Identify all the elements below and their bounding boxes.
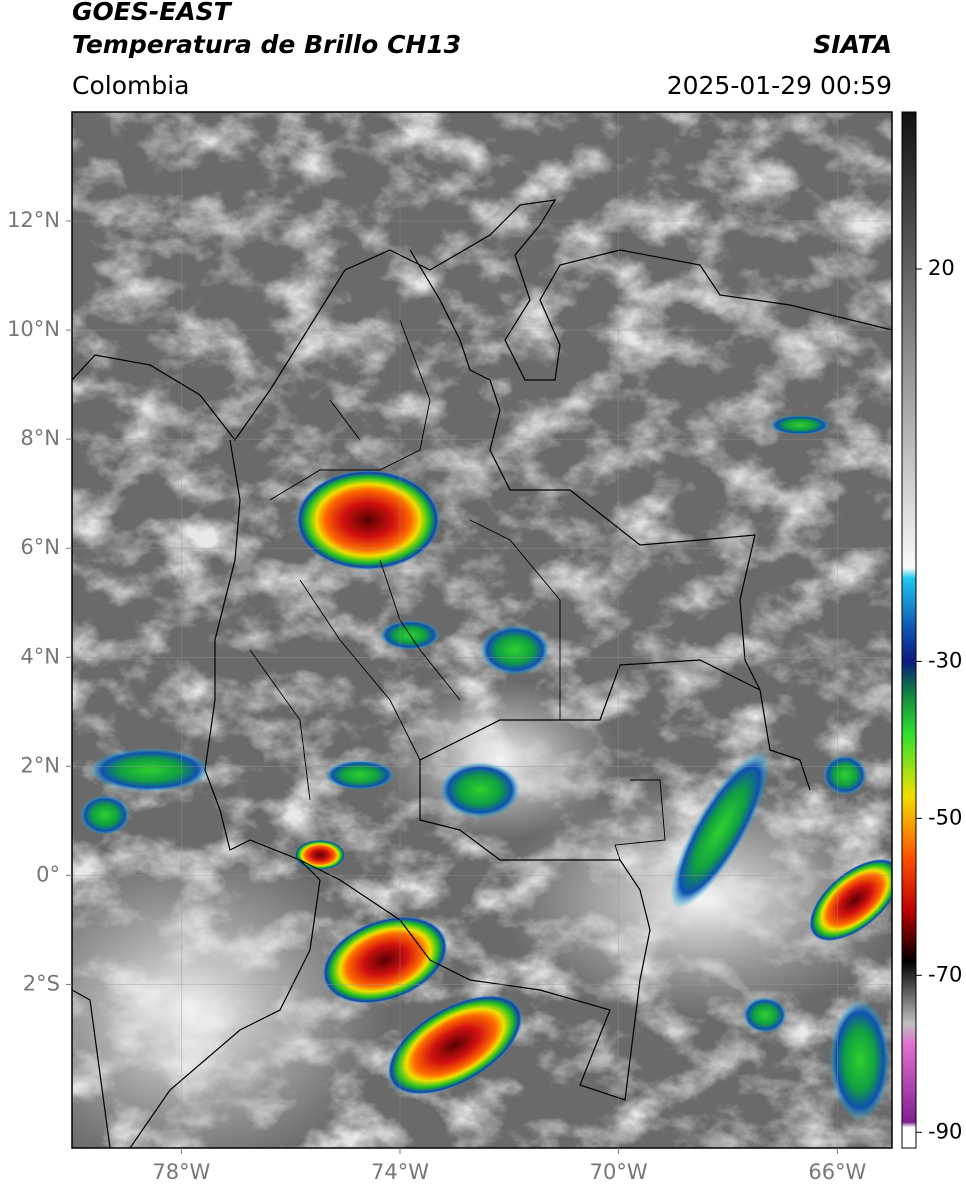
cell <box>80 795 130 835</box>
cloud <box>380 680 620 840</box>
coastline <box>72 439 321 1148</box>
x-tick-label: 78°W <box>152 1160 210 1184</box>
x-tick-label: 66°W <box>808 1160 866 1184</box>
y-tick-label: 10°N <box>7 317 60 341</box>
y-tick-label: 0° <box>36 862 60 886</box>
cell <box>823 755 867 795</box>
y-tick-label: 8°N <box>20 426 60 450</box>
colorbar-tick-label: 20 <box>928 256 955 280</box>
storm <box>295 840 345 870</box>
title: GOES-EAST <box>72 0 233 26</box>
y-tick-label: 4°N <box>20 644 60 668</box>
satellite-image <box>72 112 892 1148</box>
coastline <box>72 199 892 442</box>
y-tick-label: 12°N <box>7 208 60 232</box>
cloud <box>72 840 390 1148</box>
y-tick-label: 2°N <box>20 753 60 777</box>
datetime: 2025-01-29 00:59 <box>667 71 892 100</box>
national-border <box>299 249 811 1101</box>
storm <box>322 916 448 1004</box>
x-tick-label: 70°W <box>590 1160 648 1184</box>
cell <box>670 751 770 909</box>
x-tick-label: 74°W <box>371 1160 429 1184</box>
storm <box>809 858 892 942</box>
cell <box>440 762 520 818</box>
colorbar <box>901 111 917 1149</box>
source: SIATA <box>813 30 892 59</box>
colorbar-tick-label: -50 <box>928 805 962 829</box>
region: Colombia <box>72 71 189 100</box>
grid <box>72 112 892 1148</box>
y-tick-label: 2°S <box>23 971 60 995</box>
y-tick-label: 6°N <box>20 535 60 559</box>
department-border <box>249 319 666 861</box>
cell <box>830 1000 890 1120</box>
cell <box>480 625 550 675</box>
colorbar-tick-label: -90 <box>928 1119 962 1143</box>
colorbar-tick-label: -70 <box>928 962 962 986</box>
cell <box>743 997 787 1033</box>
cell <box>770 415 830 435</box>
storm <box>387 995 523 1095</box>
borders <box>72 199 892 1148</box>
storm <box>296 470 440 570</box>
cell <box>325 760 395 790</box>
colorbar-tick-label: -30 <box>928 648 962 672</box>
map-frame <box>71 111 893 1149</box>
cell <box>90 748 210 792</box>
subtitle: Temperatura de Brillo CH13 <box>72 30 461 59</box>
